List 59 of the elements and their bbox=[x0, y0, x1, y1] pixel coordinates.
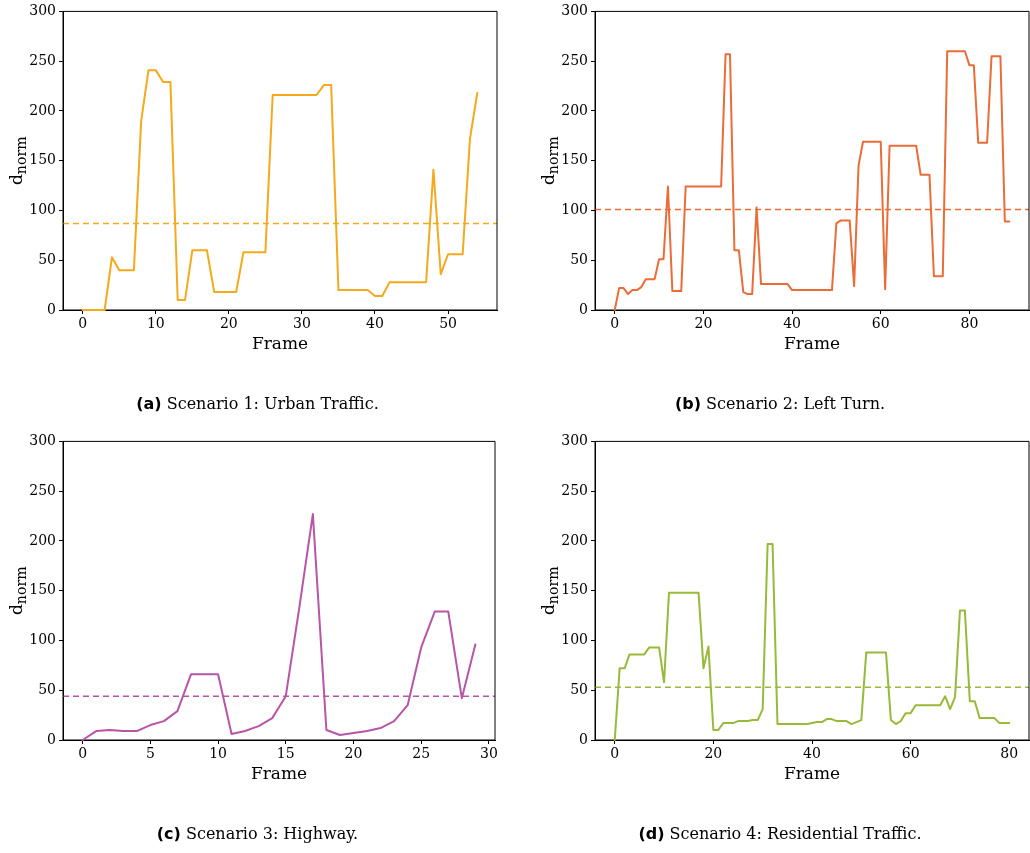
y-tick-label: 150 bbox=[561, 581, 588, 598]
y-tick-label: 50 bbox=[570, 680, 588, 697]
x-tick-label: 40 bbox=[803, 745, 821, 762]
x-tick-label: 10 bbox=[146, 315, 165, 332]
x-tick-label: 10 bbox=[209, 745, 227, 762]
y-tick-label: 150 bbox=[29, 151, 56, 168]
y-tick-label: 0 bbox=[47, 730, 56, 747]
text: (b) Scenario 2: Left Turn. bbox=[673, 394, 887, 413]
x-tick-label: 15 bbox=[276, 745, 295, 762]
y-tick-label: 100 bbox=[29, 631, 56, 648]
y-tick-label: 300 bbox=[29, 2, 56, 19]
x-axis-title: Frame bbox=[783, 763, 841, 784]
y-tick-label: 250 bbox=[561, 51, 588, 68]
text: (c) Scenario 3: Highway. bbox=[155, 824, 360, 843]
x-tick-label: 80 bbox=[1000, 745, 1019, 762]
x-tick-label: 60 bbox=[901, 745, 920, 762]
y-tick-label: 50 bbox=[38, 250, 56, 267]
y-tick-label: 200 bbox=[561, 531, 588, 548]
x-tick-label: 25 bbox=[412, 745, 431, 762]
y-tick-label: 0 bbox=[579, 300, 588, 317]
x-tick-label: 20 bbox=[704, 745, 723, 762]
y-tick-label: 200 bbox=[561, 101, 588, 118]
x-axis-title: Frame bbox=[250, 763, 308, 784]
y-tick-label: 50 bbox=[38, 680, 56, 697]
x-tick-label: 60 bbox=[871, 315, 890, 332]
x-tick-label: 20 bbox=[694, 315, 713, 332]
y-tick-label: 100 bbox=[29, 201, 56, 218]
x-tick-label: 0 bbox=[610, 315, 620, 332]
y-tick-label: 200 bbox=[29, 531, 56, 548]
text: (d) Scenario 4: Residential Traffic. bbox=[637, 824, 923, 843]
y-tick-label: 300 bbox=[29, 432, 56, 449]
y-tick-label: 200 bbox=[29, 101, 56, 118]
x-tick-label: 20 bbox=[344, 745, 363, 762]
x-tick-label: 0 bbox=[78, 745, 88, 762]
x-tick-label: 0 bbox=[610, 745, 620, 762]
x-tick-label: 30 bbox=[293, 315, 311, 332]
y-tick-label: 150 bbox=[29, 581, 56, 598]
y-tick-label: 250 bbox=[29, 51, 56, 68]
y-tick-label: 0 bbox=[579, 730, 588, 747]
y-tick-label: 100 bbox=[561, 201, 588, 218]
x-tick-label: 0 bbox=[78, 315, 88, 332]
x-tick-label: 20 bbox=[219, 315, 238, 332]
y-tick-label: 100 bbox=[561, 631, 588, 648]
y-tick-label: 250 bbox=[561, 481, 588, 498]
x-tick-label: 30 bbox=[479, 745, 498, 762]
x-tick-label: 40 bbox=[366, 315, 384, 332]
y-tick-label: 250 bbox=[29, 481, 56, 498]
x-tick-label: 50 bbox=[439, 315, 457, 332]
x-tick-label: 80 bbox=[960, 315, 979, 332]
x-axis-title: Frame bbox=[783, 333, 841, 354]
x-axis-title: Frame bbox=[251, 333, 309, 354]
y-tick-label: 0 bbox=[47, 300, 56, 317]
text: (a) Scenario 1: Urban Traffic. bbox=[135, 394, 380, 413]
y-tick-label: 300 bbox=[561, 432, 588, 449]
y-tick-label: 300 bbox=[561, 2, 588, 19]
y-tick-label: 150 bbox=[561, 151, 588, 168]
y-tick-label: 50 bbox=[570, 250, 588, 267]
x-tick-label: 40 bbox=[783, 315, 801, 332]
x-tick-label: 5 bbox=[145, 745, 155, 762]
